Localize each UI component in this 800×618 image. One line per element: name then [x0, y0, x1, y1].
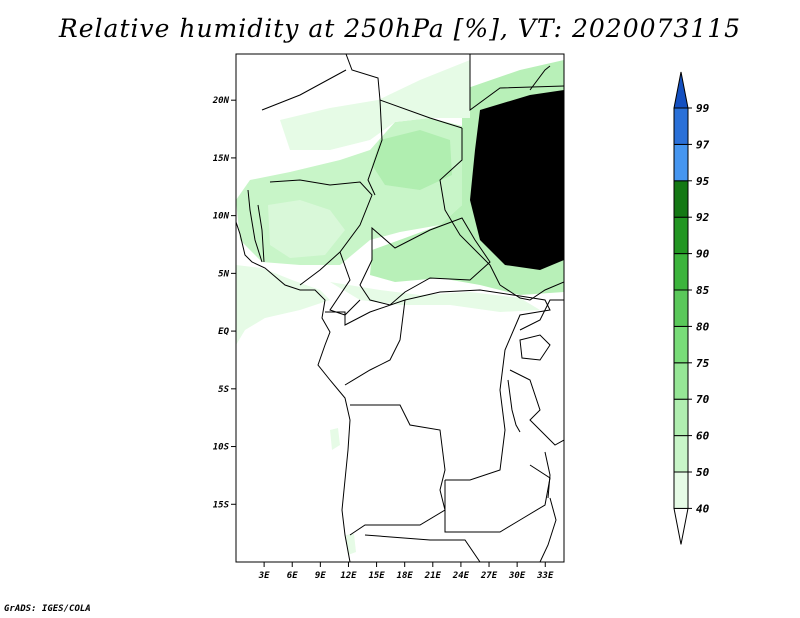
x-tick-label: 21E — [424, 571, 442, 581]
colorbar-label: 99 — [696, 102, 710, 115]
y-tick-label: 20N — [212, 96, 230, 106]
humidity-region-chad-lake — [372, 130, 452, 190]
colorbar-label: 60 — [696, 430, 710, 443]
humidity-region-ethiopia — [470, 90, 564, 270]
border-angola — [349, 404, 446, 536]
border-tanzania — [509, 369, 564, 446]
border-zambia — [444, 464, 551, 533]
colorbar-segment — [673, 289, 689, 327]
border-drc — [404, 289, 551, 481]
border-togo — [257, 204, 265, 263]
border-mali-niger — [261, 69, 347, 111]
colorbar-segment — [673, 216, 689, 255]
border-lake-victoria — [519, 334, 551, 361]
credit-footer: GrADS: IGES/COLA — [4, 604, 91, 614]
colorbar: 40 50 60 70 75 80 85 90 92 95 97 99 — [673, 71, 710, 545]
x-tick-label: 12E — [340, 571, 357, 581]
humidity-region-niger-basin — [268, 200, 345, 258]
colorbar-label: 90 — [696, 248, 710, 261]
border-namibia — [364, 534, 481, 562]
y-tick-label: EQ — [218, 327, 229, 337]
humidity-region-sahara-fringe — [280, 60, 470, 150]
y-axis: 20N 15N 10N 5N EQ 5S 10S 15S — [212, 96, 236, 510]
y-tick-label: 10N — [213, 212, 230, 222]
colorbar-segment — [673, 180, 689, 218]
colorbar-segment — [673, 398, 689, 437]
border-benin-ghana — [247, 189, 263, 263]
border-uganda-kenya — [519, 299, 564, 331]
y-tick-label: 5S — [218, 385, 229, 395]
colorbar-label: 70 — [696, 393, 710, 406]
humidity-region-congo-north — [330, 282, 540, 312]
colorbar-segment — [673, 471, 689, 509]
border-mozambique — [539, 497, 557, 562]
border-lake-malawi — [544, 451, 551, 499]
x-tick-label: 33E — [536, 571, 554, 581]
x-tick-label: 27E — [480, 571, 498, 581]
humidity-region-guinea-coast — [236, 265, 330, 345]
border-coastline-west — [236, 221, 351, 562]
colorbar-label: 95 — [696, 175, 710, 188]
humidity-region-patch-south-2 — [346, 534, 356, 555]
colorbar-lower-extend — [673, 507, 689, 545]
colorbar-segment — [673, 362, 689, 400]
border-red-sea — [529, 65, 551, 91]
humidity-field — [236, 60, 564, 555]
colorbar-label: 40 — [696, 502, 710, 515]
map-frame — [235, 53, 565, 563]
colorbar-segment — [673, 325, 689, 364]
y-tick-label: 15N — [213, 154, 230, 164]
y-tick-label: 5N — [218, 269, 229, 279]
colorbar-upper-extend — [673, 71, 689, 109]
border-algeria-libya — [345, 54, 463, 129]
colorbar-label: 80 — [696, 320, 710, 333]
x-tick-label: 15E — [368, 571, 385, 581]
colorbar-label: 75 — [696, 357, 710, 370]
x-tick-label: 3E — [258, 571, 270, 581]
border-ethiopia-west — [499, 281, 564, 301]
colorbar-label: 92 — [696, 211, 710, 224]
colorbar-segment — [673, 253, 689, 291]
border-car — [359, 217, 491, 306]
colorbar-label: 50 — [696, 466, 710, 479]
x-tick-label: 9E — [315, 571, 326, 581]
x-tick-label: 30E — [508, 571, 526, 581]
country-borders — [236, 54, 564, 562]
colorbar-segment — [673, 107, 689, 145]
humidity-region-patch-south — [330, 428, 340, 450]
colorbar-segment — [673, 143, 689, 182]
chart-title: Relative humidity at 250hPa [%], VT: 202… — [58, 14, 742, 43]
x-axis: 3E 6E 9E 12E 15E 18E 21E 24E 27E 30E 33E — [258, 562, 554, 581]
border-sudan-west — [439, 128, 501, 286]
colorbar-label: 85 — [696, 284, 710, 297]
colorbar-segment — [673, 435, 689, 473]
colorbar-label: 97 — [696, 138, 710, 151]
border-niger-chad — [367, 99, 383, 196]
x-tick-label: 18E — [397, 571, 414, 581]
y-tick-label: 15S — [213, 500, 230, 510]
y-tick-label: 10S — [213, 443, 230, 453]
border-nigeria — [269, 179, 373, 286]
border-lake-tanganyika — [507, 379, 521, 433]
border-cameroon — [329, 251, 361, 316]
x-tick-label: 6E — [287, 571, 298, 581]
x-tick-label: 24E — [452, 571, 470, 581]
